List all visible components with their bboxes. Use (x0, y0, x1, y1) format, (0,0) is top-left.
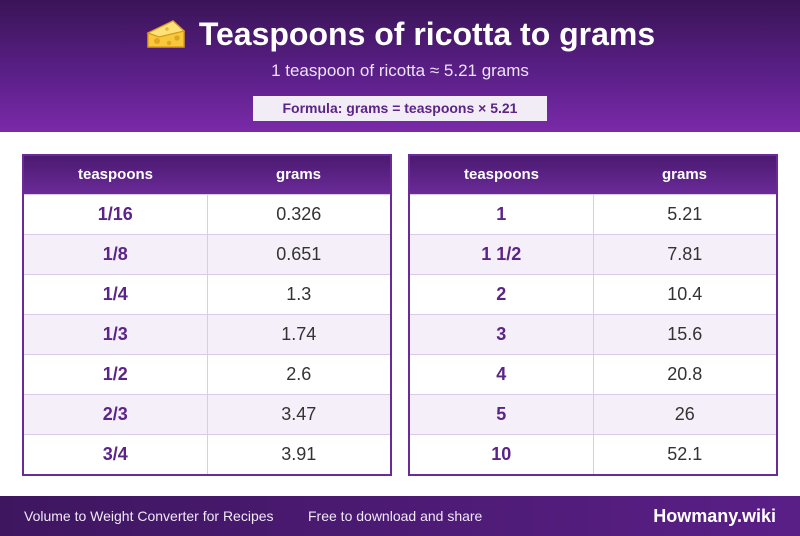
grams-cell: 0.651 (276, 244, 322, 264)
grams-cell: 5.21 (667, 204, 703, 224)
subtitle: 1 teaspoon of ricotta ≈ 5.21 grams (271, 61, 529, 80)
teaspoons-cell: 10 (410, 435, 594, 474)
teaspoons-cell: 2/3 (24, 395, 208, 434)
grams-cell: 52.1 (667, 444, 703, 464)
cheese-icon (145, 17, 187, 51)
grams-cell: 3.47 (281, 404, 317, 424)
table-row: 1 1/2 7.81 (410, 234, 776, 274)
table-row: 2 10.4 (410, 274, 776, 314)
teaspoons-cell: 2 (410, 275, 594, 314)
conversion-table-left: teaspoons grams 1/16 0.326 1/8 0.651 1/4 1.3 1… (22, 154, 392, 476)
table-row: 3 15.6 (410, 314, 776, 354)
table-row: 3/4 3.91 (24, 434, 390, 474)
table-body: 1 5.21 1 1/2 7.81 2 10.4 3 15.6 4 20.8 5 26 10 52.1 (410, 194, 776, 474)
column-header-grams: grams (275, 166, 322, 183)
teaspoons-cell: 1 1/2 (410, 235, 594, 274)
grams-cell: 20.8 (667, 364, 703, 384)
table-row: 4 20.8 (410, 354, 776, 394)
brand-logo[interactable]: Howmany.wiki (653, 506, 776, 526)
table-row: 10 52.1 (410, 434, 776, 474)
formula-box: Formula: grams = teaspoons × 5.21 (253, 96, 547, 121)
teaspoons-cell: 1 (410, 195, 594, 234)
teaspoons-cell: 1/3 (24, 315, 208, 354)
grams-cell: 2.6 (286, 364, 312, 384)
grams-cell: 3.91 (281, 444, 317, 464)
table-header: teaspoons grams (410, 156, 776, 194)
teaspoons-cell: 1/8 (24, 235, 208, 274)
teaspoons-cell: 5 (410, 395, 594, 434)
footer-converter-text: Volume to Weight Converter for Recipes (24, 508, 274, 524)
page-title: Teaspoons of ricotta to grams (0, 14, 800, 54)
teaspoons-cell: 1/4 (24, 275, 208, 314)
grams-cell: 1.3 (286, 284, 312, 304)
grams-cell: 10.4 (667, 284, 703, 304)
footer-share-text: Free to download and share (308, 508, 483, 524)
column-header-teaspoons: teaspoons (77, 166, 153, 183)
table-row: 5 26 (410, 394, 776, 434)
footer: Volume to Weight Converter for Recipes F… (0, 496, 800, 536)
conversion-table-right: teaspoons grams 1 5.21 1 1/2 7.81 2 10.4 3 15.6… (408, 154, 778, 476)
header: Teaspoons of ricotta to grams 1 teaspoon… (0, 0, 800, 132)
table-header: teaspoons grams (24, 156, 390, 194)
column-header-teaspoons: teaspoons (463, 166, 539, 183)
column-header-grams: grams (661, 166, 708, 183)
grams-cell: 26 (674, 404, 695, 424)
table-row: 1/16 0.326 (24, 194, 390, 234)
table-row: 1/2 2.6 (24, 354, 390, 394)
grams-cell: 1.74 (281, 324, 317, 344)
table-row: 1/3 1.74 (24, 314, 390, 354)
grams-cell: 0.326 (276, 204, 322, 224)
teaspoons-cell: 3 (410, 315, 594, 354)
table-row: 2/3 3.47 (24, 394, 390, 434)
table-row: 1/4 1.3 (24, 274, 390, 314)
title-text: Teaspoons of ricotta to grams (198, 16, 656, 52)
grams-cell: 7.81 (667, 244, 703, 264)
teaspoons-cell: 1/16 (24, 195, 208, 234)
grams-cell: 15.6 (667, 324, 703, 344)
teaspoons-cell: 4 (410, 355, 594, 394)
teaspoons-cell: 3/4 (24, 435, 208, 474)
table-row: 1 5.21 (410, 194, 776, 234)
table-row: 1/8 0.651 (24, 234, 390, 274)
table-body: 1/16 0.326 1/8 0.651 1/4 1.3 1/3 1.74 1/2 2.6 2/3 3… (24, 194, 390, 474)
teaspoons-cell: 1/2 (24, 355, 208, 394)
